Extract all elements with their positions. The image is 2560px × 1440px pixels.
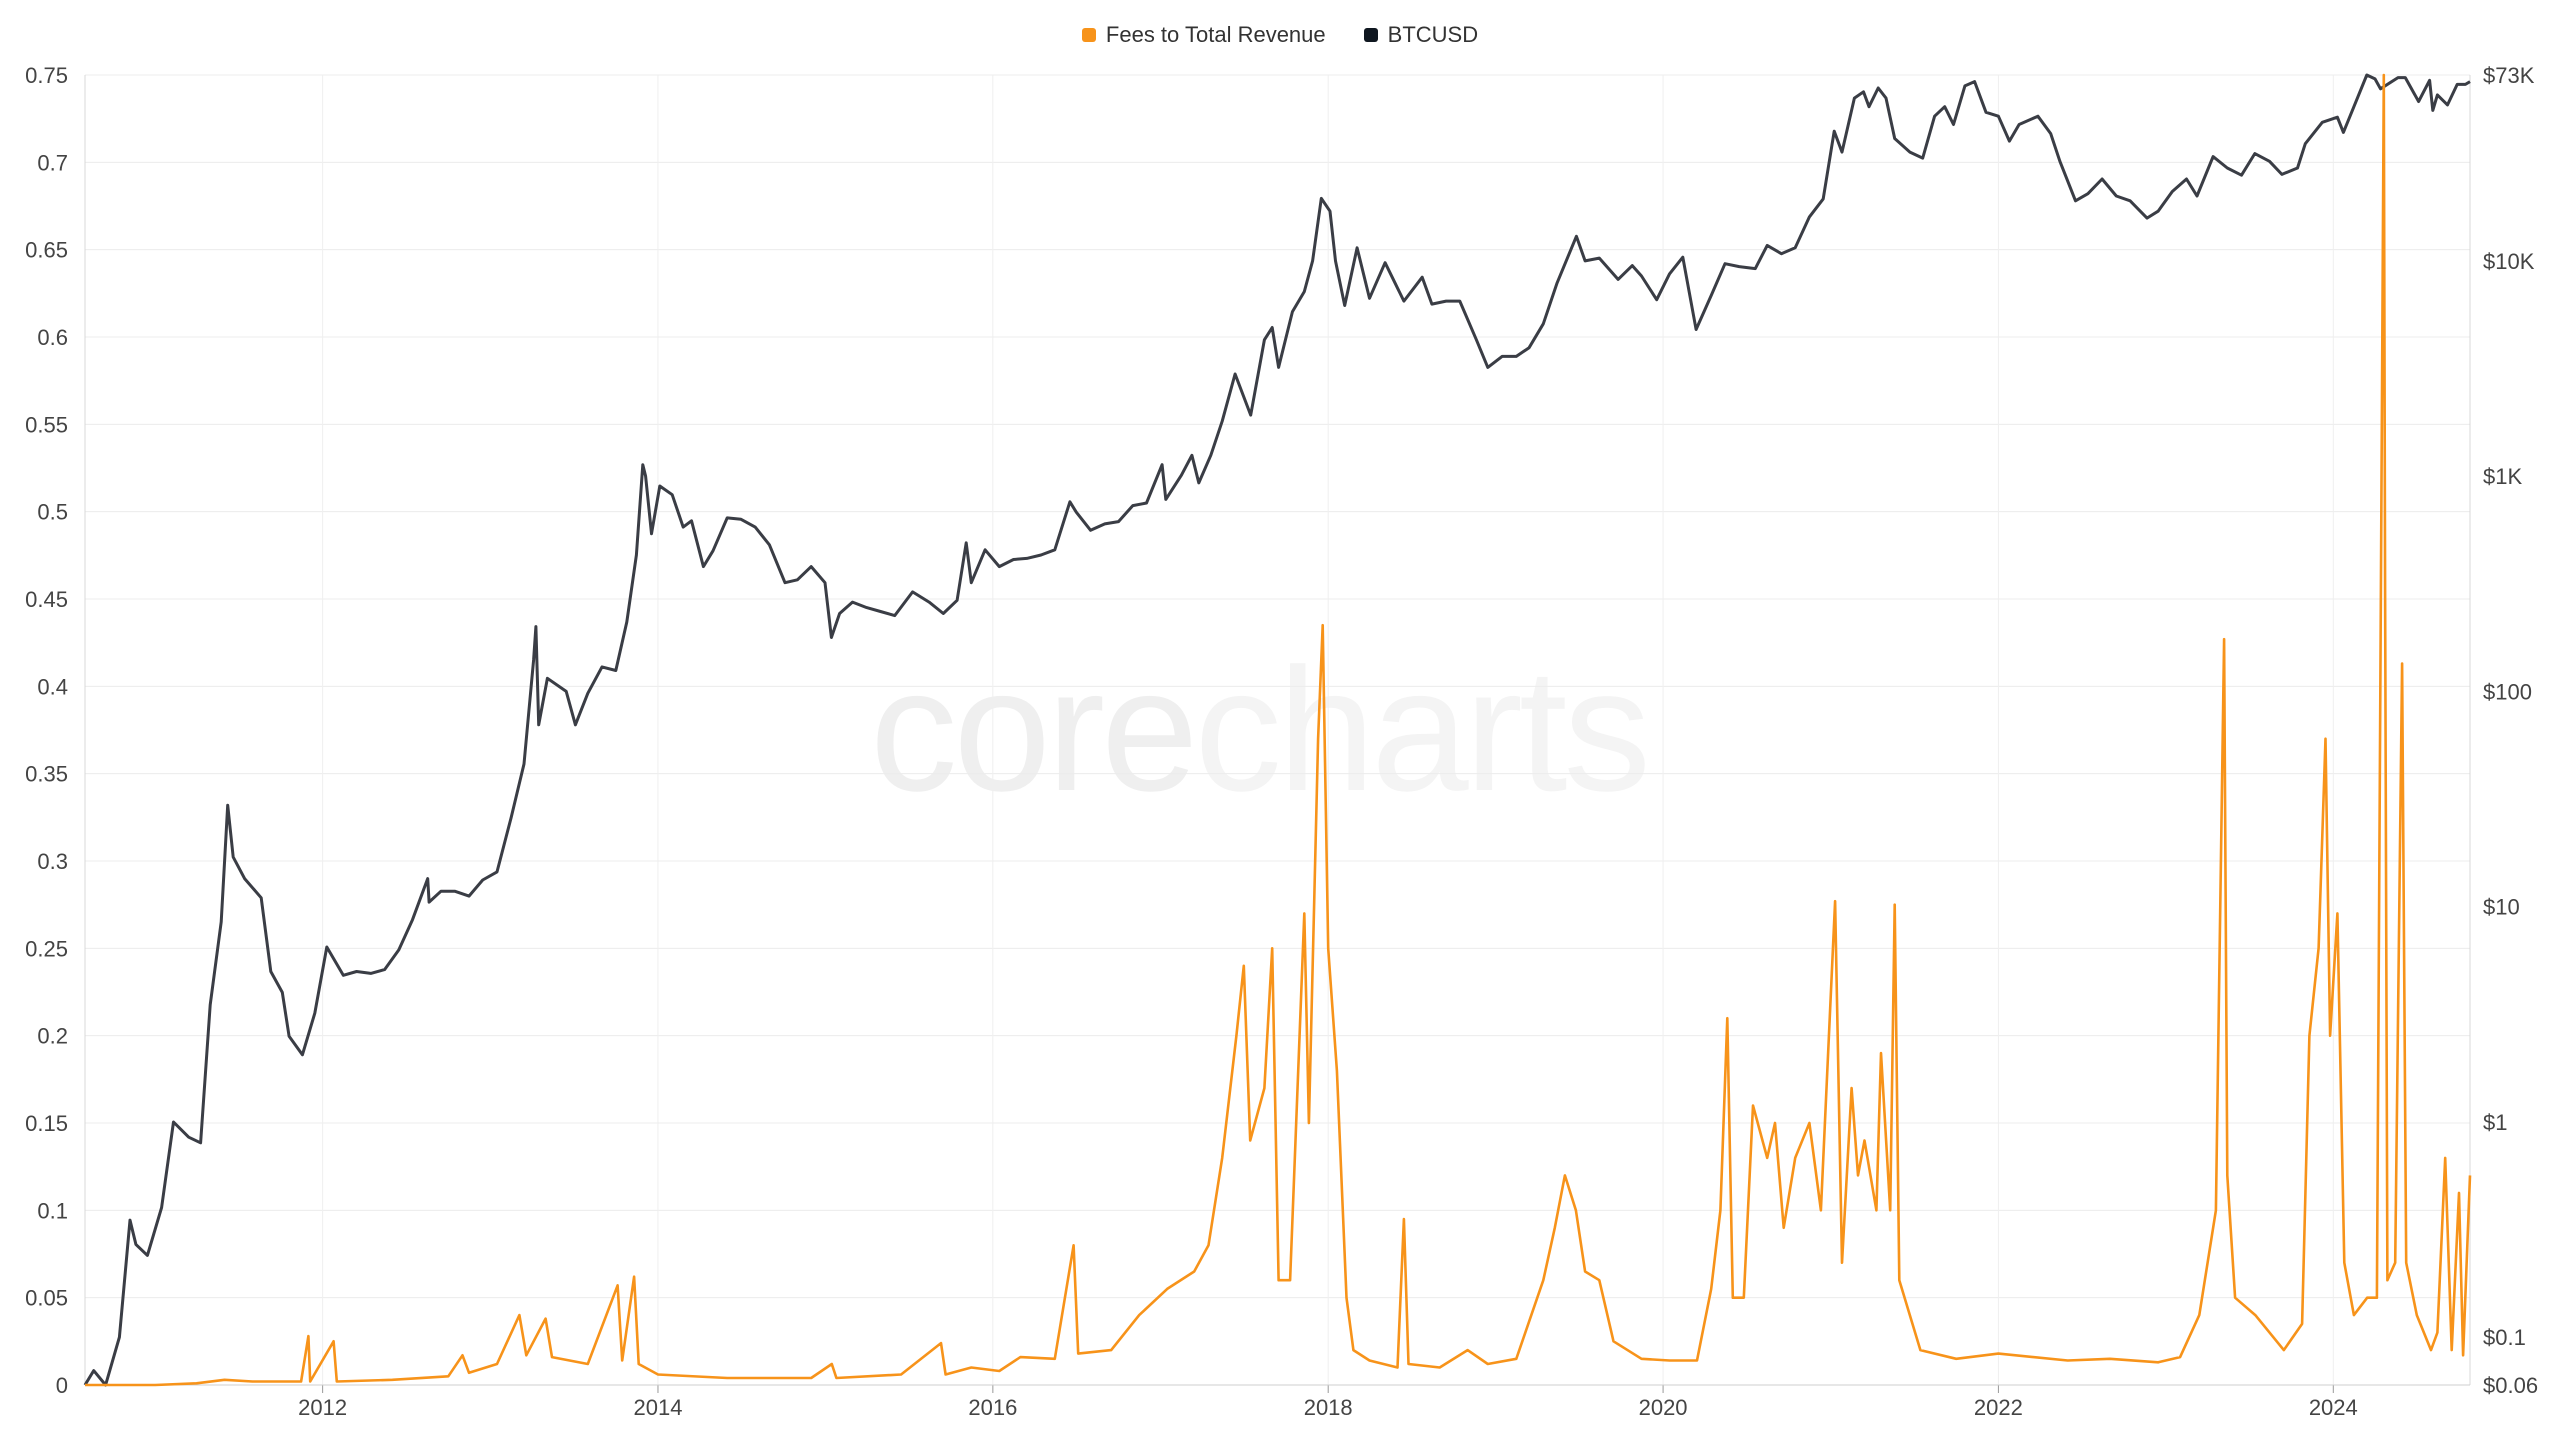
legend-label-fees: Fees to Total Revenue [1105, 22, 1326, 47]
y-left-tick-label: 0.75 [25, 63, 68, 88]
y-left-tick-label: 0.15 [25, 1111, 68, 1136]
series-line-btcusd [83, 73, 2471, 1387]
chart-legend: Fees to Total Revenue BTCUSD [0, 22, 2560, 48]
x-tick-label: 2018 [1304, 1395, 1353, 1420]
x-tick-label: 2020 [1639, 1395, 1688, 1420]
legend-item-fees[interactable]: Fees to Total Revenue [1081, 22, 1326, 48]
legend-swatch-fees [1081, 28, 1096, 42]
x-tick-label: 2012 [298, 1395, 347, 1420]
x-tick-label: 2016 [968, 1395, 1017, 1420]
x-tick-label: 2024 [2309, 1395, 2358, 1420]
y-right-tick-label: $10K [2483, 249, 2535, 274]
legend-swatch-btcusd [1363, 28, 1378, 42]
y-left-tick-label: 0.5 [37, 500, 68, 525]
y-left-tick-label: 0.55 [25, 412, 68, 437]
y-right-tick-label: $100 [2483, 679, 2532, 704]
y-right-tick-label: $0.06 [2483, 1373, 2538, 1398]
y-left-tick-label: 0.25 [25, 936, 68, 961]
x-tick-label: 2022 [1974, 1395, 2023, 1420]
y-left-tick-label: 0.4 [37, 674, 68, 699]
y-left-tick-label: 0.6 [37, 325, 68, 350]
y-left-tick-label: 0.65 [25, 238, 68, 263]
y-left-tick-label: 0.7 [37, 150, 68, 175]
legend-item-btcusd[interactable]: BTCUSD [1363, 22, 1479, 48]
y-left-tick-label: 0.45 [25, 587, 68, 612]
y-left-tick-label: 0.05 [25, 1286, 68, 1311]
y-right-tick-label: $73K [2483, 63, 2535, 88]
watermark-strong: core [870, 633, 1198, 828]
y-right-tick-label: $0.1 [2483, 1325, 2526, 1350]
y-right-tick-label: $1K [2483, 464, 2522, 489]
y-left-tick-label: 0 [56, 1373, 68, 1398]
x-tick-label: 2014 [633, 1395, 682, 1420]
y-left-tick-label: 0.3 [37, 849, 68, 874]
y-right-tick-label: $10 [2483, 895, 2520, 920]
y-left-tick-label: 0.1 [37, 1198, 68, 1223]
y-left-tick-label: 0.2 [37, 1024, 68, 1049]
watermark: corecharts [870, 630, 1651, 831]
series-line-fees [85, 73, 2472, 1387]
y-right-tick-label: $1 [2483, 1110, 2507, 1135]
legend-label-btcusd: BTCUSD [1387, 22, 1479, 47]
y-left-tick-label: 0.35 [25, 762, 68, 787]
watermark-light: charts [1194, 633, 1651, 828]
